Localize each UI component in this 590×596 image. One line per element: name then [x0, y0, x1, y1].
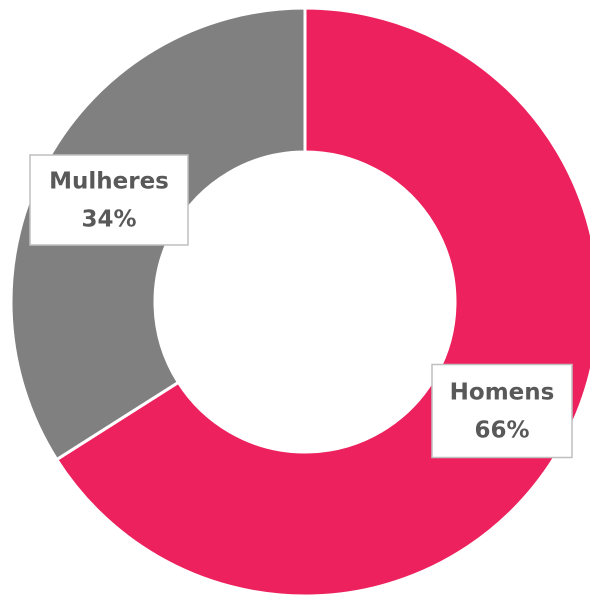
value-label: 34% [81, 207, 136, 233]
category-label: Mulheres [49, 169, 169, 195]
data-label-box [431, 363, 573, 459]
value-label: 66% [474, 418, 529, 444]
data-label-box [29, 154, 189, 246]
category-label: Homens [450, 380, 555, 406]
